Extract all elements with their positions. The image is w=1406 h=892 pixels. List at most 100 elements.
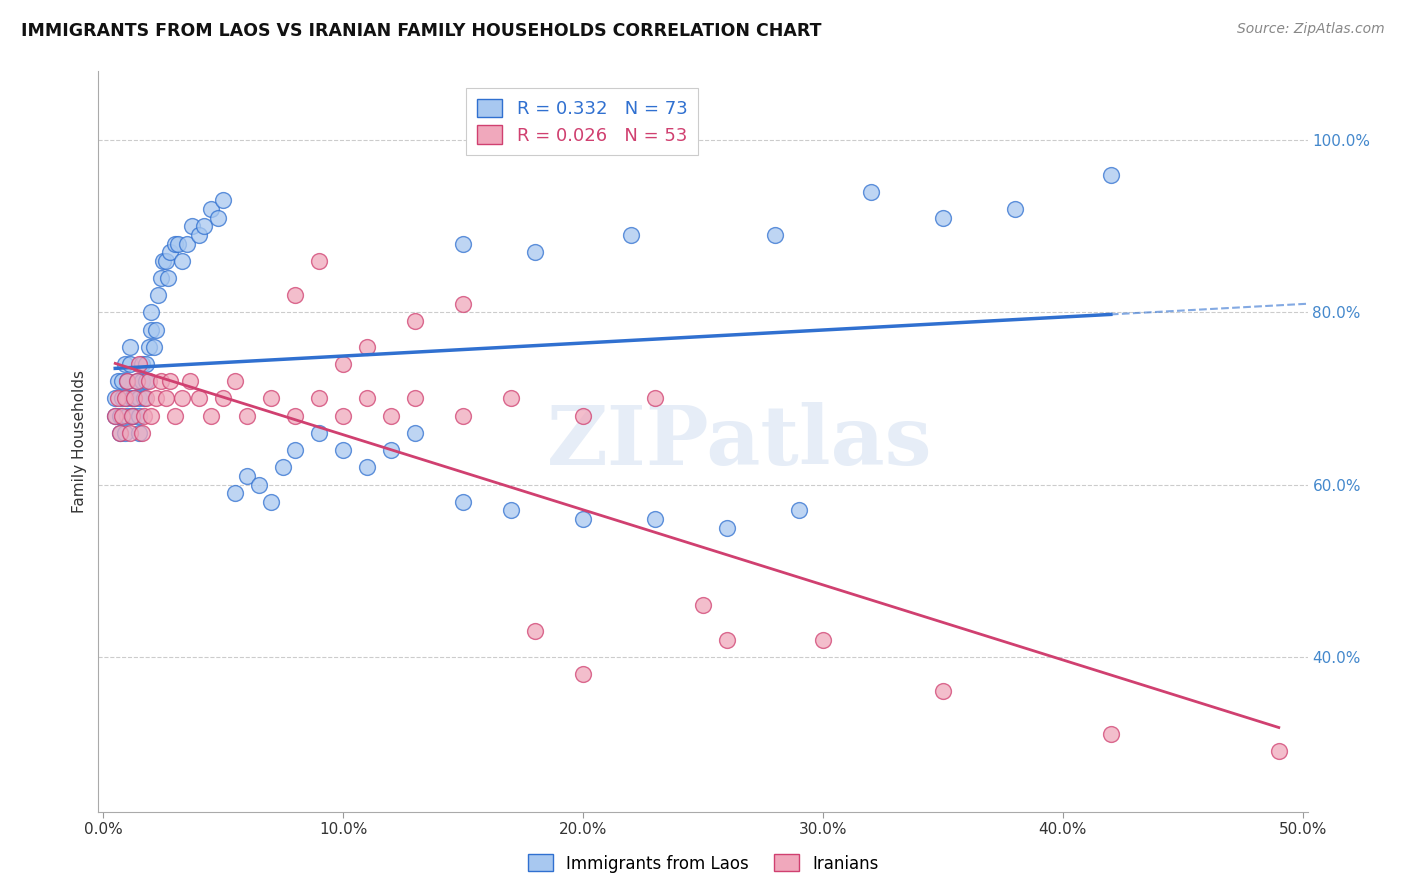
- Point: [114, 392, 136, 406]
- Point: [121, 409, 143, 423]
- Point: [188, 392, 211, 406]
- Point: [145, 323, 167, 337]
- Point: [132, 409, 155, 423]
- Point: [135, 357, 157, 371]
- Point: [149, 374, 172, 388]
- Point: [118, 340, 141, 354]
- Point: [115, 374, 138, 388]
- Point: [1099, 168, 1122, 182]
- Point: [181, 219, 204, 234]
- Point: [152, 253, 174, 268]
- Point: [115, 374, 138, 388]
- Point: [1099, 727, 1122, 741]
- Point: [159, 245, 181, 260]
- Point: [179, 374, 201, 388]
- Point: [332, 357, 354, 371]
- Point: [212, 194, 235, 208]
- Point: [115, 392, 138, 406]
- Point: [859, 185, 882, 199]
- Point: [284, 409, 307, 423]
- Point: [1268, 744, 1291, 758]
- Point: [380, 409, 402, 423]
- Point: [224, 486, 246, 500]
- Point: [104, 409, 127, 423]
- Point: [108, 425, 131, 440]
- Point: [247, 477, 270, 491]
- Point: [111, 374, 134, 388]
- Point: [138, 374, 160, 388]
- Point: [128, 357, 150, 371]
- Legend: R = 0.332   N = 73, R = 0.026   N = 53: R = 0.332 N = 73, R = 0.026 N = 53: [465, 87, 699, 155]
- Point: [308, 425, 330, 440]
- Point: [128, 425, 150, 440]
- Point: [524, 245, 547, 260]
- Point: [404, 392, 426, 406]
- Point: [811, 632, 834, 647]
- Point: [149, 271, 172, 285]
- Point: [332, 409, 354, 423]
- Point: [356, 460, 378, 475]
- Point: [165, 409, 187, 423]
- Point: [380, 443, 402, 458]
- Point: [118, 357, 141, 371]
- Point: [128, 392, 150, 406]
- Legend: Immigrants from Laos, Iranians: Immigrants from Laos, Iranians: [522, 847, 884, 880]
- Text: IMMIGRANTS FROM LAOS VS IRANIAN FAMILY HOUSEHOLDS CORRELATION CHART: IMMIGRANTS FROM LAOS VS IRANIAN FAMILY H…: [21, 22, 821, 40]
- Point: [284, 443, 307, 458]
- Point: [108, 409, 131, 423]
- Point: [124, 392, 146, 406]
- Point: [107, 392, 129, 406]
- Point: [135, 392, 157, 406]
- Point: [644, 512, 666, 526]
- Point: [172, 253, 194, 268]
- Point: [145, 392, 167, 406]
- Point: [135, 374, 157, 388]
- Point: [356, 340, 378, 354]
- Point: [236, 409, 259, 423]
- Point: [148, 288, 170, 302]
- Point: [107, 374, 129, 388]
- Point: [141, 409, 163, 423]
- Point: [141, 305, 163, 319]
- Point: [200, 202, 222, 216]
- Point: [166, 236, 188, 251]
- Text: Source: ZipAtlas.com: Source: ZipAtlas.com: [1237, 22, 1385, 37]
- Point: [356, 392, 378, 406]
- Point: [572, 512, 595, 526]
- Point: [932, 211, 955, 225]
- Point: [620, 227, 643, 242]
- Point: [284, 288, 307, 302]
- Point: [308, 253, 330, 268]
- Point: [332, 443, 354, 458]
- Point: [114, 425, 136, 440]
- Point: [142, 340, 165, 354]
- Point: [451, 297, 474, 311]
- Point: [132, 392, 155, 406]
- Point: [118, 425, 141, 440]
- Point: [111, 392, 134, 406]
- Point: [172, 392, 194, 406]
- Point: [308, 392, 330, 406]
- Point: [572, 667, 595, 681]
- Y-axis label: Family Households: Family Households: [72, 370, 87, 513]
- Point: [404, 314, 426, 328]
- Point: [155, 392, 177, 406]
- Text: ZIPatlas: ZIPatlas: [547, 401, 932, 482]
- Point: [524, 624, 547, 638]
- Point: [236, 469, 259, 483]
- Point: [224, 374, 246, 388]
- Point: [212, 392, 235, 406]
- Point: [138, 340, 160, 354]
- Point: [108, 425, 131, 440]
- Point: [716, 521, 738, 535]
- Point: [114, 357, 136, 371]
- Point: [763, 227, 786, 242]
- Point: [165, 236, 187, 251]
- Point: [451, 495, 474, 509]
- Point: [572, 409, 595, 423]
- Point: [124, 392, 146, 406]
- Point: [131, 357, 153, 371]
- Point: [692, 598, 714, 612]
- Point: [131, 374, 153, 388]
- Point: [111, 409, 134, 423]
